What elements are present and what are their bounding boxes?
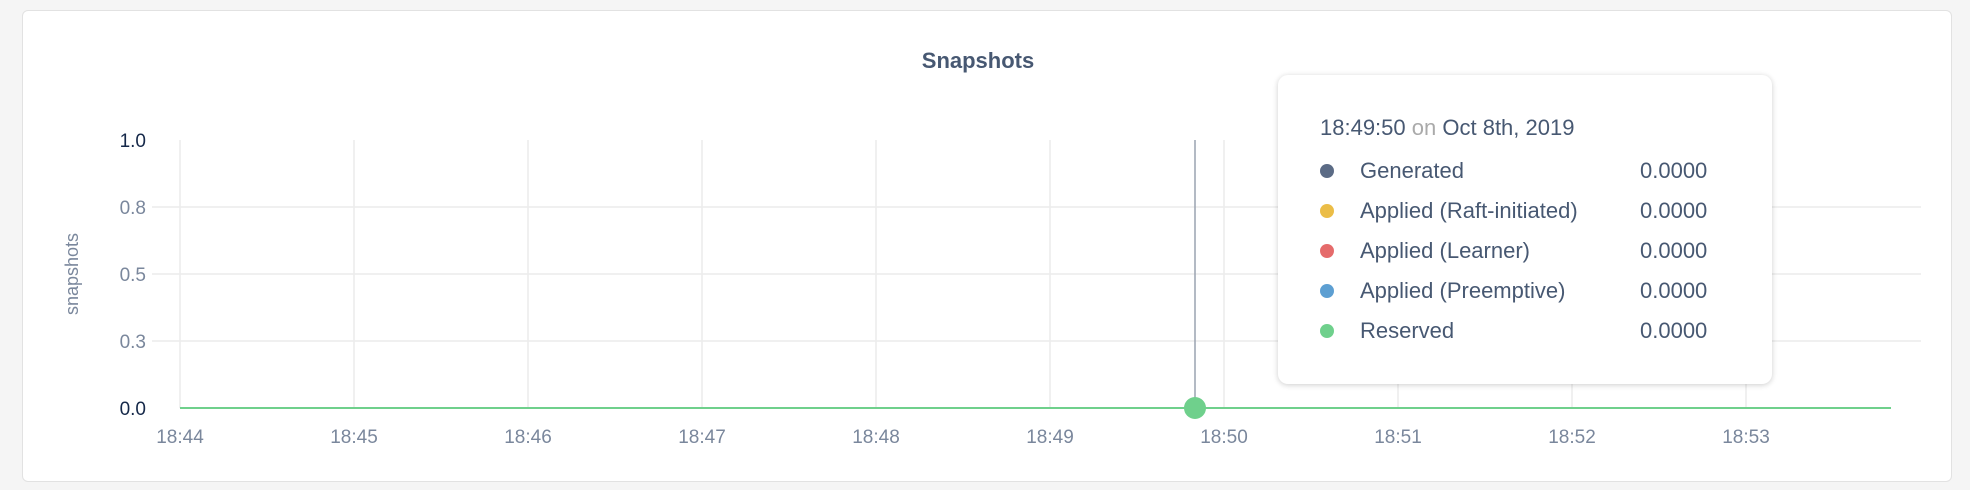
x-tick-label: 18:45 xyxy=(330,427,378,448)
y-tick-label: 0.0 xyxy=(120,399,146,420)
chart-title: Snapshots xyxy=(922,48,1034,73)
x-tick-label: 18:49 xyxy=(1026,427,1074,448)
x-tick-label: 18:44 xyxy=(156,427,204,448)
legend-dot-icon xyxy=(1320,324,1334,338)
legend-dot-icon xyxy=(1320,244,1334,258)
y-tick-label: 1.0 xyxy=(120,131,146,152)
tooltip-row: Applied (Raft-initiated) 0.0000 xyxy=(1320,191,1772,231)
tooltip-series-value: 0.0000 xyxy=(1640,278,1708,303)
tooltip-series-value: 0.0000 xyxy=(1640,318,1708,343)
tooltip-row: Applied (Preemptive) 0.0000 xyxy=(1320,271,1772,311)
tooltip-timestamp: 18:49:50 on Oct 8th, 2019 xyxy=(1320,115,1772,141)
tooltip-series-label: Applied (Preemptive) xyxy=(1360,278,1566,303)
legend-dot-icon xyxy=(1320,164,1334,178)
x-tick-label: 18:52 xyxy=(1548,427,1596,448)
tooltip-series-label: Reserved xyxy=(1360,318,1455,343)
y-tick-label: 0.8 xyxy=(120,198,146,219)
legend-dot-icon xyxy=(1320,284,1334,298)
tooltip-series-label: Applied (Learner) xyxy=(1360,238,1530,263)
tooltip-date: Oct 8th, 2019 xyxy=(1442,115,1575,140)
y-tick-label: 0.3 xyxy=(120,332,146,353)
x-tick-label: 18:48 xyxy=(852,427,900,448)
tooltip-series-label: Generated xyxy=(1360,158,1464,183)
tooltip-series-value: 0.0000 xyxy=(1640,158,1708,183)
tooltip-series-value: 0.0000 xyxy=(1640,198,1708,223)
tooltip-row: Applied (Learner) 0.0000 xyxy=(1320,231,1772,271)
y-axis-label: snapshots xyxy=(62,233,82,315)
y-tick-label: 0.5 xyxy=(120,265,146,286)
hover-point xyxy=(1184,397,1206,419)
x-tick-label: 18:47 xyxy=(678,427,726,448)
tooltip-series-label: Applied (Raft-initiated) xyxy=(1360,198,1578,223)
tooltip-row: Generated 0.0000 xyxy=(1320,151,1772,191)
tooltip-on: on xyxy=(1411,115,1437,140)
x-tick-label: 18:51 xyxy=(1374,427,1422,448)
x-tick-label: 18:46 xyxy=(504,427,552,448)
tooltip-series-value: 0.0000 xyxy=(1640,238,1708,263)
x-tick-label: 18:50 xyxy=(1200,427,1248,448)
legend-dot-icon xyxy=(1320,204,1334,218)
x-tick-label: 18:53 xyxy=(1722,427,1770,448)
tooltip-time: 18:49:50 xyxy=(1320,115,1406,140)
chart-tooltip: 18:49:50 on Oct 8th, 2019 Generated 0.000… xyxy=(1278,75,1772,384)
tooltip-row: Reserved 0.0000 xyxy=(1320,311,1772,351)
